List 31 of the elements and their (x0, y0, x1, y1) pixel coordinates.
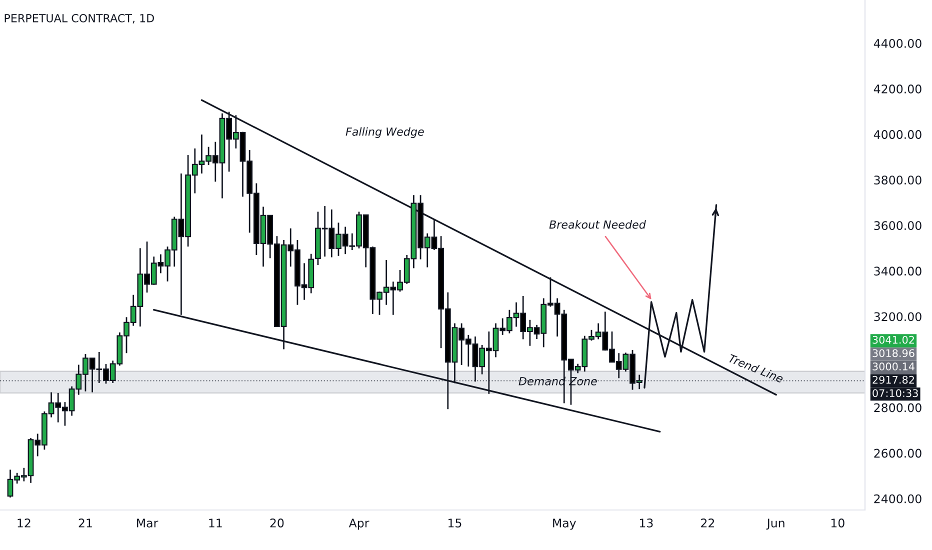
x-tick-label: 15 (448, 518, 462, 528)
x-tick-label: 13 (640, 518, 653, 528)
annotation: Trend Line (728, 354, 784, 384)
text: PERPETUAL CONTRACT, 1D (4, 14, 154, 24)
text: 3018.96 (872, 349, 914, 358)
y-tick-label: 2800.00 (874, 403, 922, 412)
ref-line-label: 2917.82 (872, 376, 914, 384)
x-tick-label: 20 (270, 518, 284, 528)
x-tick-label: 12 (18, 518, 30, 528)
x-tick-label: Mar (137, 518, 158, 528)
annotation: Breakout Needed (549, 220, 646, 229)
y-tick-label: 3200.00 (874, 312, 922, 322)
y-tick-label: 3800.00 (874, 176, 922, 185)
y-tick-label: 4000.00 (874, 130, 922, 139)
x-tick-label: Apr (348, 518, 370, 530)
y-tick-label: 2600.00 (874, 448, 922, 458)
y-tick-label: 3600.00 (874, 221, 922, 230)
x-tick-label: Jun (766, 518, 784, 530)
y-tick-label: 4400.00 (874, 38, 922, 48)
x-tick-label: 10 (831, 518, 844, 528)
text: 3000.14 (872, 362, 914, 370)
x-tick-label: 21 (78, 518, 92, 528)
x-tick-label: May (553, 518, 576, 530)
x-tick-label: 11 (209, 518, 222, 528)
text: 3041.02 (872, 336, 914, 344)
text: 07:10:33 (872, 389, 918, 398)
y-tick-label: 3400.00 (874, 266, 922, 276)
annotation: Falling Wedge (346, 127, 424, 138)
x-tick-label: 22 (701, 518, 714, 528)
y-tick-label: 2400.00 (874, 494, 922, 504)
y-tick-label: 4200.00 (874, 84, 922, 94)
